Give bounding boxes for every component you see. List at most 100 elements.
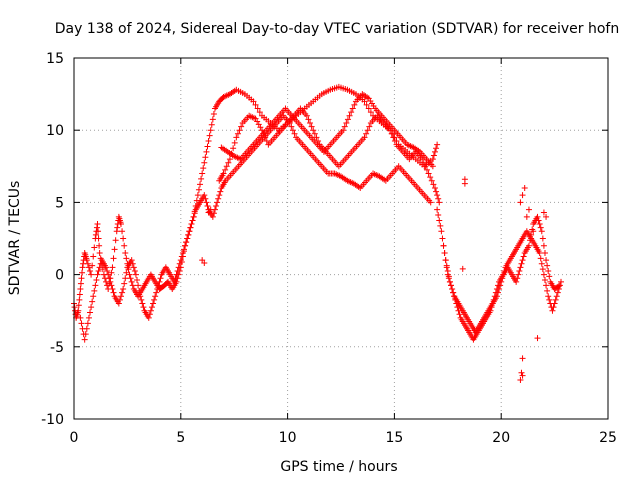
data-point [536,249,543,256]
data-point [236,127,243,134]
data-point [448,282,455,289]
data-point [492,289,499,296]
y-axis-label: SDTVAR / TECUs [7,181,23,296]
data-point [525,242,532,249]
data-point [111,246,118,253]
data-point [230,145,237,152]
data-point [187,224,194,231]
data-point [519,257,526,264]
data-point [205,138,212,145]
data-point [537,255,544,262]
data-point [536,221,543,228]
data-point [76,291,83,298]
data-point [430,181,437,188]
data-point [204,143,211,150]
data-points [71,83,565,384]
data-point [305,116,312,123]
data-point [490,296,497,303]
data-point [307,119,314,126]
data-point [110,289,117,296]
data-point [541,277,548,284]
x-tick-label: 10 [279,430,297,446]
data-point [176,260,183,267]
data-point [527,237,534,244]
data-point [435,212,442,219]
data-point [77,280,84,287]
data-point [444,271,451,278]
data-point [539,266,546,273]
data-point [225,159,232,166]
data-point [518,260,525,267]
data-point [449,286,456,293]
data-point [108,269,115,276]
data-point [115,300,122,307]
data-point [539,235,546,242]
data-point [157,275,164,282]
data-point [107,278,114,285]
data-point [178,253,185,260]
data-point [121,280,128,287]
data-point [112,237,119,244]
data-point [119,228,126,235]
data-point [254,105,261,112]
data-point [439,235,446,242]
data-point [103,264,110,271]
data-point [85,264,92,271]
data-point [220,170,227,177]
data-point [131,267,138,274]
data-point [365,105,372,112]
data-point [538,260,545,267]
data-point [423,166,430,173]
data-point [516,267,523,274]
data-point [523,213,530,220]
data-point [303,112,310,119]
data-point [202,154,209,161]
data-point [525,206,532,213]
data-point [95,228,102,235]
data-point [361,98,368,105]
data-point [437,222,444,229]
data-point [390,134,397,141]
data-point [95,267,102,274]
data-point [558,278,565,285]
data-point [77,314,84,321]
data-point [122,275,129,282]
data-point [171,278,178,285]
data-point [431,184,438,191]
data-point [541,249,548,256]
data-point [87,309,94,316]
data-point [197,181,204,188]
data-point [388,130,395,137]
data-point [89,262,96,269]
data-point [117,221,124,228]
data-point [436,199,443,206]
data-point [188,221,195,228]
data-point [87,267,94,274]
data-point [85,314,92,321]
data-point [431,148,438,155]
data-point [515,271,522,278]
data-point [96,264,103,271]
data-point [79,264,86,271]
data-point [550,304,557,311]
data-point [88,271,95,278]
data-point [78,275,85,282]
data-point [429,156,436,163]
data-point [553,293,560,300]
data-point [183,239,190,246]
data-point [106,275,113,282]
data-point [92,231,99,238]
data-point [123,269,130,276]
data-point [363,101,370,108]
data-point [427,174,434,181]
data-point [519,372,526,379]
data-point [93,224,100,231]
data-point [201,260,208,267]
data-point [108,282,115,289]
data-point [190,213,197,220]
data-point [528,231,535,238]
data-point [191,210,198,217]
data-point [120,286,127,293]
data-point [429,163,436,170]
